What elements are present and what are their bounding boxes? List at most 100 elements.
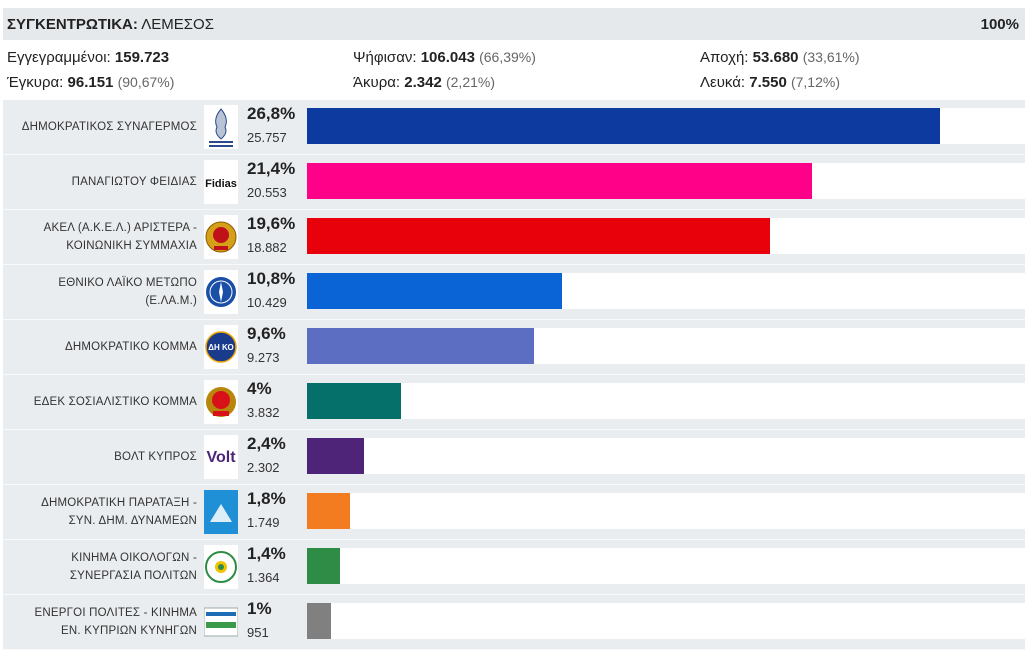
party-percentage: 1,4%	[247, 544, 286, 563]
party-name-text: ΕΘΝΙΚΟ ΛΑΪΚΟ ΜΕΤΩΠΟ (Ε.ΛΑ.Μ.)	[58, 274, 197, 310]
stat-valid-value: 96.151	[67, 74, 114, 91]
disy-logo-icon	[204, 105, 238, 149]
header-title-label: ΣΥΓΚΕΝΤΡΩΤΙΚΑ:	[7, 15, 138, 33]
party-name: ΔΗΜΟΚΡΑΤΙΚΟΣ ΣΥΝΑΓΕΡΜΟΣ	[3, 100, 197, 154]
party-name-text: ΠΑΝΑΓΙΩΤΟΥ ΦΕΙΔΙΑΣ	[72, 173, 197, 191]
bar-track	[307, 548, 1025, 584]
akel-logo-icon	[204, 215, 238, 259]
party-name: ΒΟΛΤ ΚΥΠΡΟΣ	[3, 430, 197, 484]
party-logo	[204, 545, 238, 589]
party-name: ΔΗΜΟΚΡΑΤΙΚΗ ΠΑΡΑΤΑΞΗ - ΣΥΝ. ΔΗΜ. ΔΥΝΑΜΕΩΝ	[3, 485, 197, 539]
party-row: ΕΔΕΚ ΣΟΣΙΑΛΙΣΤΙΚΟ ΚΟΜΜΑ 4% 3.832	[3, 375, 1025, 430]
result-bar	[307, 218, 770, 254]
party-votes: 10.429	[247, 295, 287, 310]
stat-blank-pct: (7,12%)	[790, 74, 840, 90]
party-name-line: ΔΗΜΟΚΡΑΤΙΚΗ ΠΑΡΑΤΑΞΗ -	[41, 497, 197, 509]
stat-blank: Λευκά: 7.550 (7,12%)	[700, 74, 840, 91]
party-votes: 1.749	[247, 515, 280, 530]
stat-voted-value: 106.043	[420, 49, 475, 66]
bar-track	[307, 218, 1025, 254]
party-name-line: ΕΝ. ΚΥΠΡΙΩΝ ΚΥΝΗΓΩΝ	[61, 625, 197, 637]
svg-text:ΔΗ ΚΟ: ΔΗ ΚΟ	[208, 343, 233, 352]
header-title: ΣΥΓΚΕΝΤΡΩΤΙΚΑ: ΛΕΜΕΣΟΣ	[7, 16, 214, 33]
summary-header: ΣΥΓΚΕΝΤΡΩΤΙΚΑ: ΛΕΜΕΣΟΣ 100%	[3, 8, 1025, 40]
turnout-stats: Εγγεγραμμένοι: 159.723 Έγκυρα: 96.151 (9…	[3, 40, 1025, 98]
stat-invalid-label: Άκυρα:	[353, 74, 401, 91]
stat-invalid: Άκυρα: 2.342 (2,21%)	[353, 74, 495, 91]
stat-invalid-pct: (2,21%)	[445, 74, 496, 90]
stat-valid-label: Έγκυρα:	[7, 74, 64, 91]
party-logo	[204, 270, 238, 314]
party-percentage: 1,8%	[247, 489, 286, 508]
party-votes: 2.302	[247, 460, 280, 475]
bar-track	[307, 328, 1025, 364]
stat-abstention-label: Αποχή:	[700, 49, 749, 66]
bar-track	[307, 108, 1025, 144]
party-name-line: ΔΗΜΟΚΡΑΤΙΚΟΣ ΣΥΝΑΓΕΡΜΟΣ	[21, 121, 197, 133]
party-votes: 18.882	[247, 240, 287, 255]
party-logo	[204, 215, 238, 259]
header-location: ΛΕΜΕΣΟΣ	[141, 15, 214, 33]
party-row: ΚΙΝΗΜΑ ΟΙΚΟΛΟΓΩΝ - ΣΥΝΕΡΓΑΣΙΑ ΠΟΛΙΤΩΝ 1,4%…	[3, 540, 1025, 595]
party-name-text: ΔΗΜΟΚΡΑΤΙΚΟΣ ΣΥΝΑΓΕΡΜΟΣ	[22, 118, 197, 136]
stat-voted-label: Ψήφισαν:	[353, 49, 417, 66]
party-name-line: ΚΟΙΝΩΝΙΚΗ ΣΥΜΜΑΧΙΑ	[66, 240, 197, 252]
party-name-line: ΣΥΝΕΡΓΑΣΙΑ ΠΟΛΙΤΩΝ	[69, 570, 197, 582]
party-name-line: (Ε.ΛΑ.Μ.)	[145, 295, 197, 307]
bar-track	[307, 383, 1025, 419]
result-bar	[307, 603, 331, 639]
stat-registered-value: 159.723	[114, 49, 170, 66]
party-logo: ΔΗ ΚΟ	[204, 325, 238, 369]
party-percentage: 4%	[247, 379, 272, 398]
party-name: ΕΘΝΙΚΟ ΛΑΪΚΟ ΜΕΤΩΠΟ (Ε.ΛΑ.Μ.)	[3, 265, 197, 319]
bar-track	[307, 438, 1025, 474]
ecologists-logo-icon	[204, 545, 238, 589]
party-row: ΔΗΜΟΚΡΑΤΙΚΟ ΚΟΜΜΑ ΔΗ ΚΟ 9,6% 9.273	[3, 320, 1025, 375]
party-percentage: 10,8%	[247, 269, 296, 288]
stat-invalid-value: 2.342	[404, 74, 442, 91]
svg-text:Fidias: Fidias	[205, 178, 237, 190]
bar-track	[307, 493, 1025, 529]
result-bar	[307, 273, 563, 309]
volt-logo-icon: Volt	[204, 435, 238, 479]
party-logo	[204, 105, 238, 149]
party-percentage: 19,6%	[247, 214, 296, 233]
party-name-line: ΣΥΝ. ΔΗΜ. ΔΥΝΑΜΕΩΝ	[68, 515, 197, 527]
party-logo: Volt	[204, 435, 238, 479]
party-votes: 3.832	[247, 405, 280, 420]
party-name-text: ΕΔΕΚ ΣΟΣΙΑΛΙΣΤΙΚΟ ΚΟΜΜΑ	[34, 393, 197, 411]
fidias-logo-icon: Fidias	[204, 160, 238, 204]
result-bar	[307, 328, 534, 364]
stat-voted: Ψήφισαν: 106.043 (66,39%)	[353, 49, 536, 66]
party-name: ΠΑΝΑΓΙΩΤΟΥ ΦΕΙΔΙΑΣ	[3, 155, 197, 209]
result-bar	[307, 548, 341, 584]
stat-blank-value: 7.550	[749, 74, 787, 91]
edek-logo-icon	[204, 380, 238, 424]
bar-track	[307, 163, 1025, 199]
stat-valid: Έγκυρα: 96.151 (90,67%)	[7, 74, 174, 91]
party-row: ΕΝΕΡΓΟΙ ΠΟΛΙΤΕΣ - ΚΙΝΗΜΑ ΕΝ. ΚΥΠΡΙΩΝ ΚΥΝΗ…	[3, 595, 1025, 650]
party-votes: 20.553	[247, 185, 287, 200]
party-name: ΕΝΕΡΓΟΙ ΠΟΛΙΤΕΣ - ΚΙΝΗΜΑ ΕΝ. ΚΥΠΡΙΩΝ ΚΥΝΗ…	[3, 595, 197, 649]
energoi-polites-logo-icon	[204, 607, 238, 637]
stat-abstention-pct: (33,61%)	[802, 49, 860, 65]
party-name: ΑΚΕΛ (Α.Κ.Ε.Λ.) ΑΡΙΣΤΕΡΑ - ΚΟΙΝΩΝΙΚΗ ΣΥΜΜ…	[3, 210, 197, 264]
party-row: ΔΗΜΟΚΡΑΤΙΚΗ ΠΑΡΑΤΑΞΗ - ΣΥΝ. ΔΗΜ. ΔΥΝΑΜΕΩΝ…	[3, 485, 1025, 540]
result-bar	[307, 438, 364, 474]
party-votes: 25.757	[247, 130, 287, 145]
party-percentage: 1%	[247, 599, 272, 618]
party-name-text: ΔΗΜΟΚΡΑΤΙΚΟ ΚΟΜΜΑ	[65, 338, 197, 356]
party-name-line: ΕΘΝΙΚΟ ΛΑΪΚΟ ΜΕΤΩΠΟ	[58, 277, 197, 289]
result-bar	[307, 383, 402, 419]
stat-abstention: Αποχή: 53.680 (33,61%)	[700, 49, 860, 66]
party-votes: 1.364	[247, 570, 280, 585]
party-row: ΑΚΕΛ (Α.Κ.Ε.Λ.) ΑΡΙΣΤΕΡΑ - ΚΟΙΝΩΝΙΚΗ ΣΥΜΜ…	[3, 210, 1025, 265]
party-logo	[204, 600, 238, 644]
stat-abstention-value: 53.680	[752, 49, 799, 66]
party-name-line: ΕΝΕΡΓΟΙ ΠΟΛΙΤΕΣ - ΚΙΝΗΜΑ	[34, 607, 197, 619]
party-row: ΠΑΝΑΓΙΩΤΟΥ ΦΕΙΔΙΑΣ Fidias 21,4% 20.553	[3, 155, 1025, 210]
svg-text:Volt: Volt	[206, 449, 236, 466]
diko-logo-icon: ΔΗ ΚΟ	[204, 325, 238, 369]
result-bar	[307, 493, 350, 529]
result-bar	[307, 163, 813, 199]
